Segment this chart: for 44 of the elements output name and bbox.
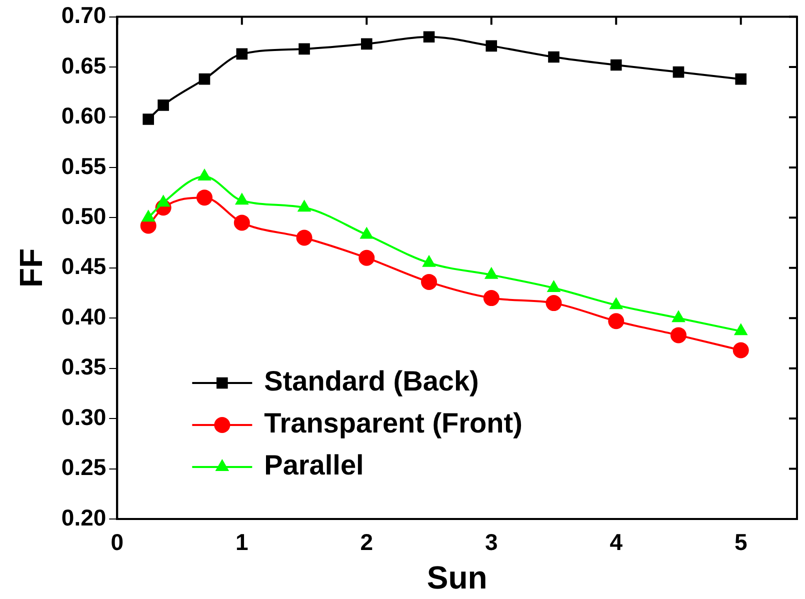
point — [196, 190, 212, 206]
y-tick-label: 0.20 — [61, 504, 106, 530]
x-tick-label: 3 — [484, 529, 498, 556]
y-tick-label: 0.35 — [61, 354, 106, 380]
y-tick-label: 0.55 — [61, 152, 106, 179]
point — [732, 342, 749, 358]
point — [546, 295, 562, 312]
y-tick-label: 0.25 — [61, 454, 106, 480]
point — [423, 31, 435, 43]
point — [548, 51, 560, 63]
legend-label: Parallel — [264, 450, 364, 481]
point — [670, 327, 686, 344]
point — [158, 100, 169, 111]
point — [672, 66, 684, 78]
y-tick-label: 0.45 — [61, 253, 106, 280]
point — [421, 274, 438, 290]
y-tick-label: 0.60 — [61, 102, 106, 129]
y-tick-label: 0.70 — [61, 2, 106, 28]
y-tick-label: 0.30 — [61, 404, 106, 430]
x-tick-label: 1 — [236, 529, 249, 556]
x-axis-title: Sun — [426, 560, 488, 596]
point — [142, 114, 154, 125]
point — [360, 38, 372, 50]
point — [483, 290, 500, 306]
point — [735, 73, 747, 85]
y-tick-label: 0.40 — [61, 303, 106, 330]
point — [608, 313, 624, 330]
x-tick-label: 5 — [734, 529, 748, 556]
x-tick-label: 0 — [110, 529, 124, 556]
point — [296, 230, 312, 246]
point — [610, 59, 622, 71]
point — [486, 40, 498, 52]
point — [358, 250, 375, 266]
y-axis-title: FF — [13, 248, 50, 288]
legend-label: Transparent (Front) — [264, 408, 522, 439]
point — [198, 73, 210, 85]
point — [234, 214, 250, 231]
legend-label: Standard (Back) — [264, 366, 479, 397]
x-tick-label: 4 — [610, 529, 623, 556]
point — [298, 43, 310, 55]
x-tick-label: 2 — [360, 529, 374, 556]
y-tick-label: 0.65 — [61, 52, 106, 78]
point — [236, 48, 248, 60]
y-tick-label: 0.50 — [61, 203, 106, 230]
